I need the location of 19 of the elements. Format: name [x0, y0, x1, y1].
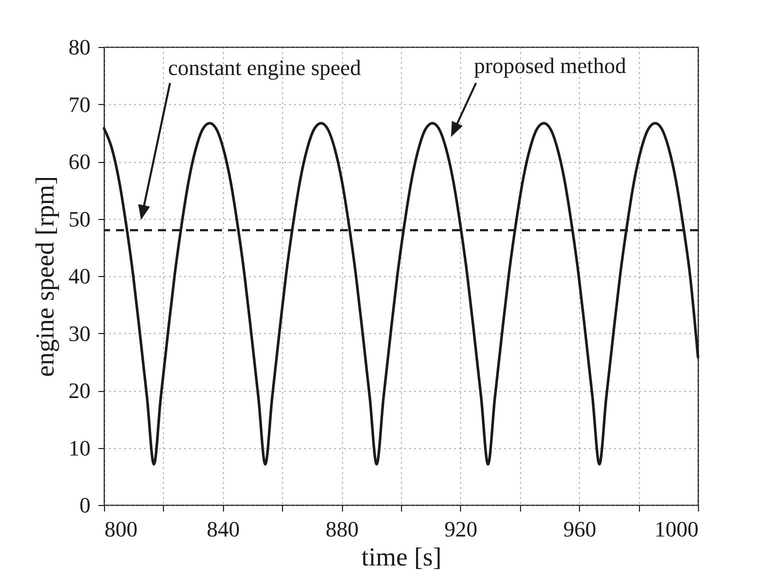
y-tick-label: 0: [80, 492, 90, 518]
y-tick-label: 70: [68, 92, 90, 117]
y-tick-label: 60: [68, 149, 90, 174]
y-tick-label: 40: [68, 264, 90, 288]
y-tick-label: 30: [68, 320, 90, 346]
annotation: proposed method: [474, 53, 626, 78]
x-tick-label: 1000: [654, 516, 698, 542]
x-tick-label: 960: [563, 516, 596, 542]
y-tick-label: 80: [68, 34, 90, 60]
y-tick-label: 20: [68, 378, 90, 403]
x-tick-label: 880: [326, 516, 359, 542]
x-axis-title: time [s]: [361, 542, 442, 572]
y-tick-label: 10: [68, 435, 90, 460]
y-tick-label: 50: [68, 206, 90, 232]
x-tick-label: 920: [444, 516, 478, 542]
x-tick-label: 800: [104, 516, 138, 542]
y-axis-title: engine speed [rpm]: [30, 176, 60, 377]
x-tick-label: 840: [206, 516, 240, 542]
annotation: constant engine speed: [168, 55, 362, 80]
